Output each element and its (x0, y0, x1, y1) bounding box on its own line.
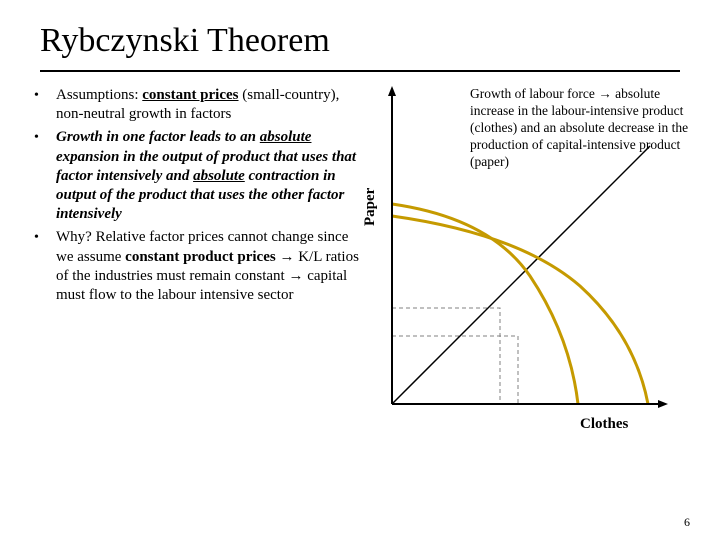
bullet-item: •Assumptions: constant prices (small-cou… (34, 86, 364, 124)
bullet-list: •Assumptions: constant prices (small-cou… (34, 86, 364, 426)
bullet-item: •Why? Relative factor prices cannot chan… (34, 228, 364, 305)
bullet-marker: • (34, 228, 56, 305)
y-axis-label: Paper (362, 188, 379, 226)
bullet-text: Why? Relative factor prices cannot chang… (56, 228, 364, 305)
slide-title: Rybczynski Theorem (40, 22, 680, 60)
bullet-text: Assumptions: constant prices (small-coun… (56, 86, 364, 124)
bullet-text: Growth in one factor leads to an absolut… (56, 128, 364, 224)
bullet-marker: • (34, 128, 56, 224)
bullet-item: •Growth in one factor leads to an absolu… (34, 128, 364, 224)
bullet-marker: • (34, 86, 56, 124)
page-number: 6 (684, 515, 690, 530)
chart-annotation: Growth of labour force → absolute increa… (470, 86, 692, 170)
ppf-chart: Paper Clothes Growth of labour force → a… (370, 86, 690, 426)
x-axis-label: Clothes (580, 416, 628, 433)
